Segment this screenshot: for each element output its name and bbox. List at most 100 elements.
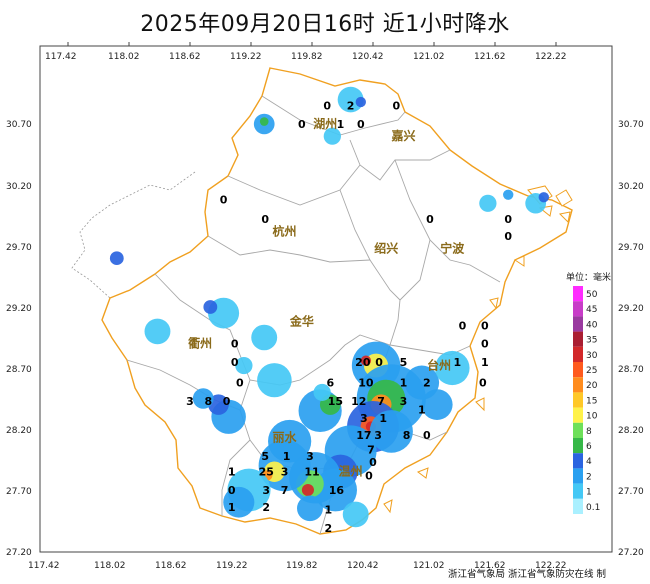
station-value: 0 xyxy=(393,100,401,113)
station-value: 0 xyxy=(504,230,512,243)
station-value: 1 xyxy=(228,466,236,479)
rain-cell xyxy=(257,363,292,398)
lat-tick-label: 29.20 xyxy=(6,304,32,314)
station-value: 0 xyxy=(231,338,239,351)
lon-tick-label: 122.22 xyxy=(535,52,567,62)
station-value: 3 xyxy=(306,450,314,463)
station-value: 0 xyxy=(231,356,239,369)
station-value: 0 xyxy=(375,356,383,369)
station-value: 3 xyxy=(262,484,270,497)
station-value: 2 xyxy=(324,522,332,535)
lat-tick-label: 28.70 xyxy=(618,365,644,375)
station-value: 1 xyxy=(337,118,345,131)
legend-label: 40 xyxy=(586,320,598,330)
rain-cell xyxy=(342,501,369,528)
map-title: 2025年09月20日16时 近1小时降水 xyxy=(140,12,510,37)
rain-cell xyxy=(479,194,497,212)
lon-tick-label: 121.62 xyxy=(474,52,506,62)
station-value: 11 xyxy=(304,466,319,479)
rain-cell xyxy=(301,484,314,496)
station-value: 8 xyxy=(204,395,212,408)
legend-swatches: 50 45 40 35 30 25 20 15 10 8 6 4 2 1 0.1 xyxy=(573,286,600,514)
rain-cell xyxy=(369,410,413,453)
city-label: 丽水 xyxy=(273,430,298,445)
lon-tick-label: 118.02 xyxy=(94,561,126,571)
station-value: 15 xyxy=(328,395,343,408)
lon-tick-label: 121.02 xyxy=(413,561,445,571)
legend-label: 45 xyxy=(586,305,597,315)
lon-tick-label: 120.42 xyxy=(352,52,384,62)
lat-tick-label: 30.70 xyxy=(618,120,644,130)
lon-tick-label: 117.42 xyxy=(28,561,60,571)
station-value: 0 xyxy=(369,456,377,469)
lon-tick-label: 121.62 xyxy=(474,561,506,571)
station-value: 7 xyxy=(281,484,289,497)
station-value: 8 xyxy=(403,429,411,442)
lat-tick-label: 29.20 xyxy=(618,304,644,314)
station-value: 0 xyxy=(365,469,373,482)
lat-ticks-right: 30.70 30.20 29.70 29.20 28.70 28.20 27.7… xyxy=(618,120,644,558)
rain-cell xyxy=(503,189,514,200)
station-value: 1 xyxy=(481,356,489,369)
lat-tick-label: 30.20 xyxy=(6,182,32,192)
city-label: 温州 xyxy=(339,465,363,479)
legend-swatch xyxy=(573,286,583,302)
lon-tick-label: 118.02 xyxy=(108,52,140,62)
legend-label: 8 xyxy=(586,427,592,437)
station-value: 1 xyxy=(228,501,236,514)
legend-swatch xyxy=(573,498,583,514)
rain-cell xyxy=(297,495,323,522)
lon-tick-label: 119.82 xyxy=(291,52,323,62)
lon-tick-label: 120.42 xyxy=(347,561,379,571)
lon-ticks-bottom: 117.42 118.02 118.62 119.22 119.82 120.4… xyxy=(28,561,567,571)
legend-swatch xyxy=(573,331,583,347)
station-value: 0 xyxy=(423,429,431,442)
legend-swatch xyxy=(573,377,583,393)
rain-cell xyxy=(203,300,218,314)
legend: 单位：毫米 50 45 40 35 30 25 20 15 10 8 6 4 2 1 0.1 xyxy=(566,271,611,514)
station-value: 20 xyxy=(355,356,371,369)
legend-swatch xyxy=(573,453,583,469)
rain-cell xyxy=(313,383,331,401)
legend-swatch xyxy=(573,346,583,362)
station-value: 0 xyxy=(479,377,487,390)
legend-label: 25 xyxy=(586,366,597,376)
lat-tick-label: 27.20 xyxy=(6,548,32,558)
station-value: 0 xyxy=(236,377,244,390)
legend-label: 35 xyxy=(586,336,597,346)
legend-swatch xyxy=(573,392,583,408)
tick-marks xyxy=(67,42,557,46)
station-value: 5 xyxy=(400,356,408,369)
city-label: 台州 xyxy=(427,358,451,373)
city-label: 金华 xyxy=(289,314,314,329)
legend-label: 0.1 xyxy=(586,503,600,513)
legend-label: 4 xyxy=(586,457,592,467)
legend-swatch xyxy=(573,422,583,438)
station-value: 1 xyxy=(418,403,426,416)
legend-swatch xyxy=(573,468,583,484)
station-value: 0 xyxy=(228,484,236,497)
city-label: 湖州 xyxy=(313,116,337,131)
rain-layer xyxy=(109,86,549,528)
rain-cell xyxy=(355,96,366,108)
station-value: 1 xyxy=(324,504,332,517)
lat-tick-label: 28.20 xyxy=(618,426,644,436)
lat-tick-label: 28.20 xyxy=(6,426,32,436)
station-value: 2 xyxy=(347,100,355,113)
lat-tick-label: 30.20 xyxy=(618,182,644,192)
lat-ticks-left: 30.70 30.20 29.70 29.20 28.70 28.20 27.7… xyxy=(6,120,32,558)
legend-label: 50 xyxy=(586,290,598,300)
lon-tick-label: 117.42 xyxy=(45,52,77,62)
station-value: 1 xyxy=(283,450,291,463)
station-value: 0 xyxy=(481,319,489,332)
lat-tick-label: 27.70 xyxy=(6,487,32,497)
credit-text: 浙江省气象局 浙江省气象防灾在线 制 xyxy=(447,569,606,580)
station-value: 17 xyxy=(356,429,371,442)
lat-tick-label: 30.70 xyxy=(6,120,32,130)
station-value: 0 xyxy=(223,395,231,408)
lat-tick-label: 29.70 xyxy=(6,243,32,253)
station-value: 3 xyxy=(374,429,382,442)
station-value: 3 xyxy=(400,395,408,408)
